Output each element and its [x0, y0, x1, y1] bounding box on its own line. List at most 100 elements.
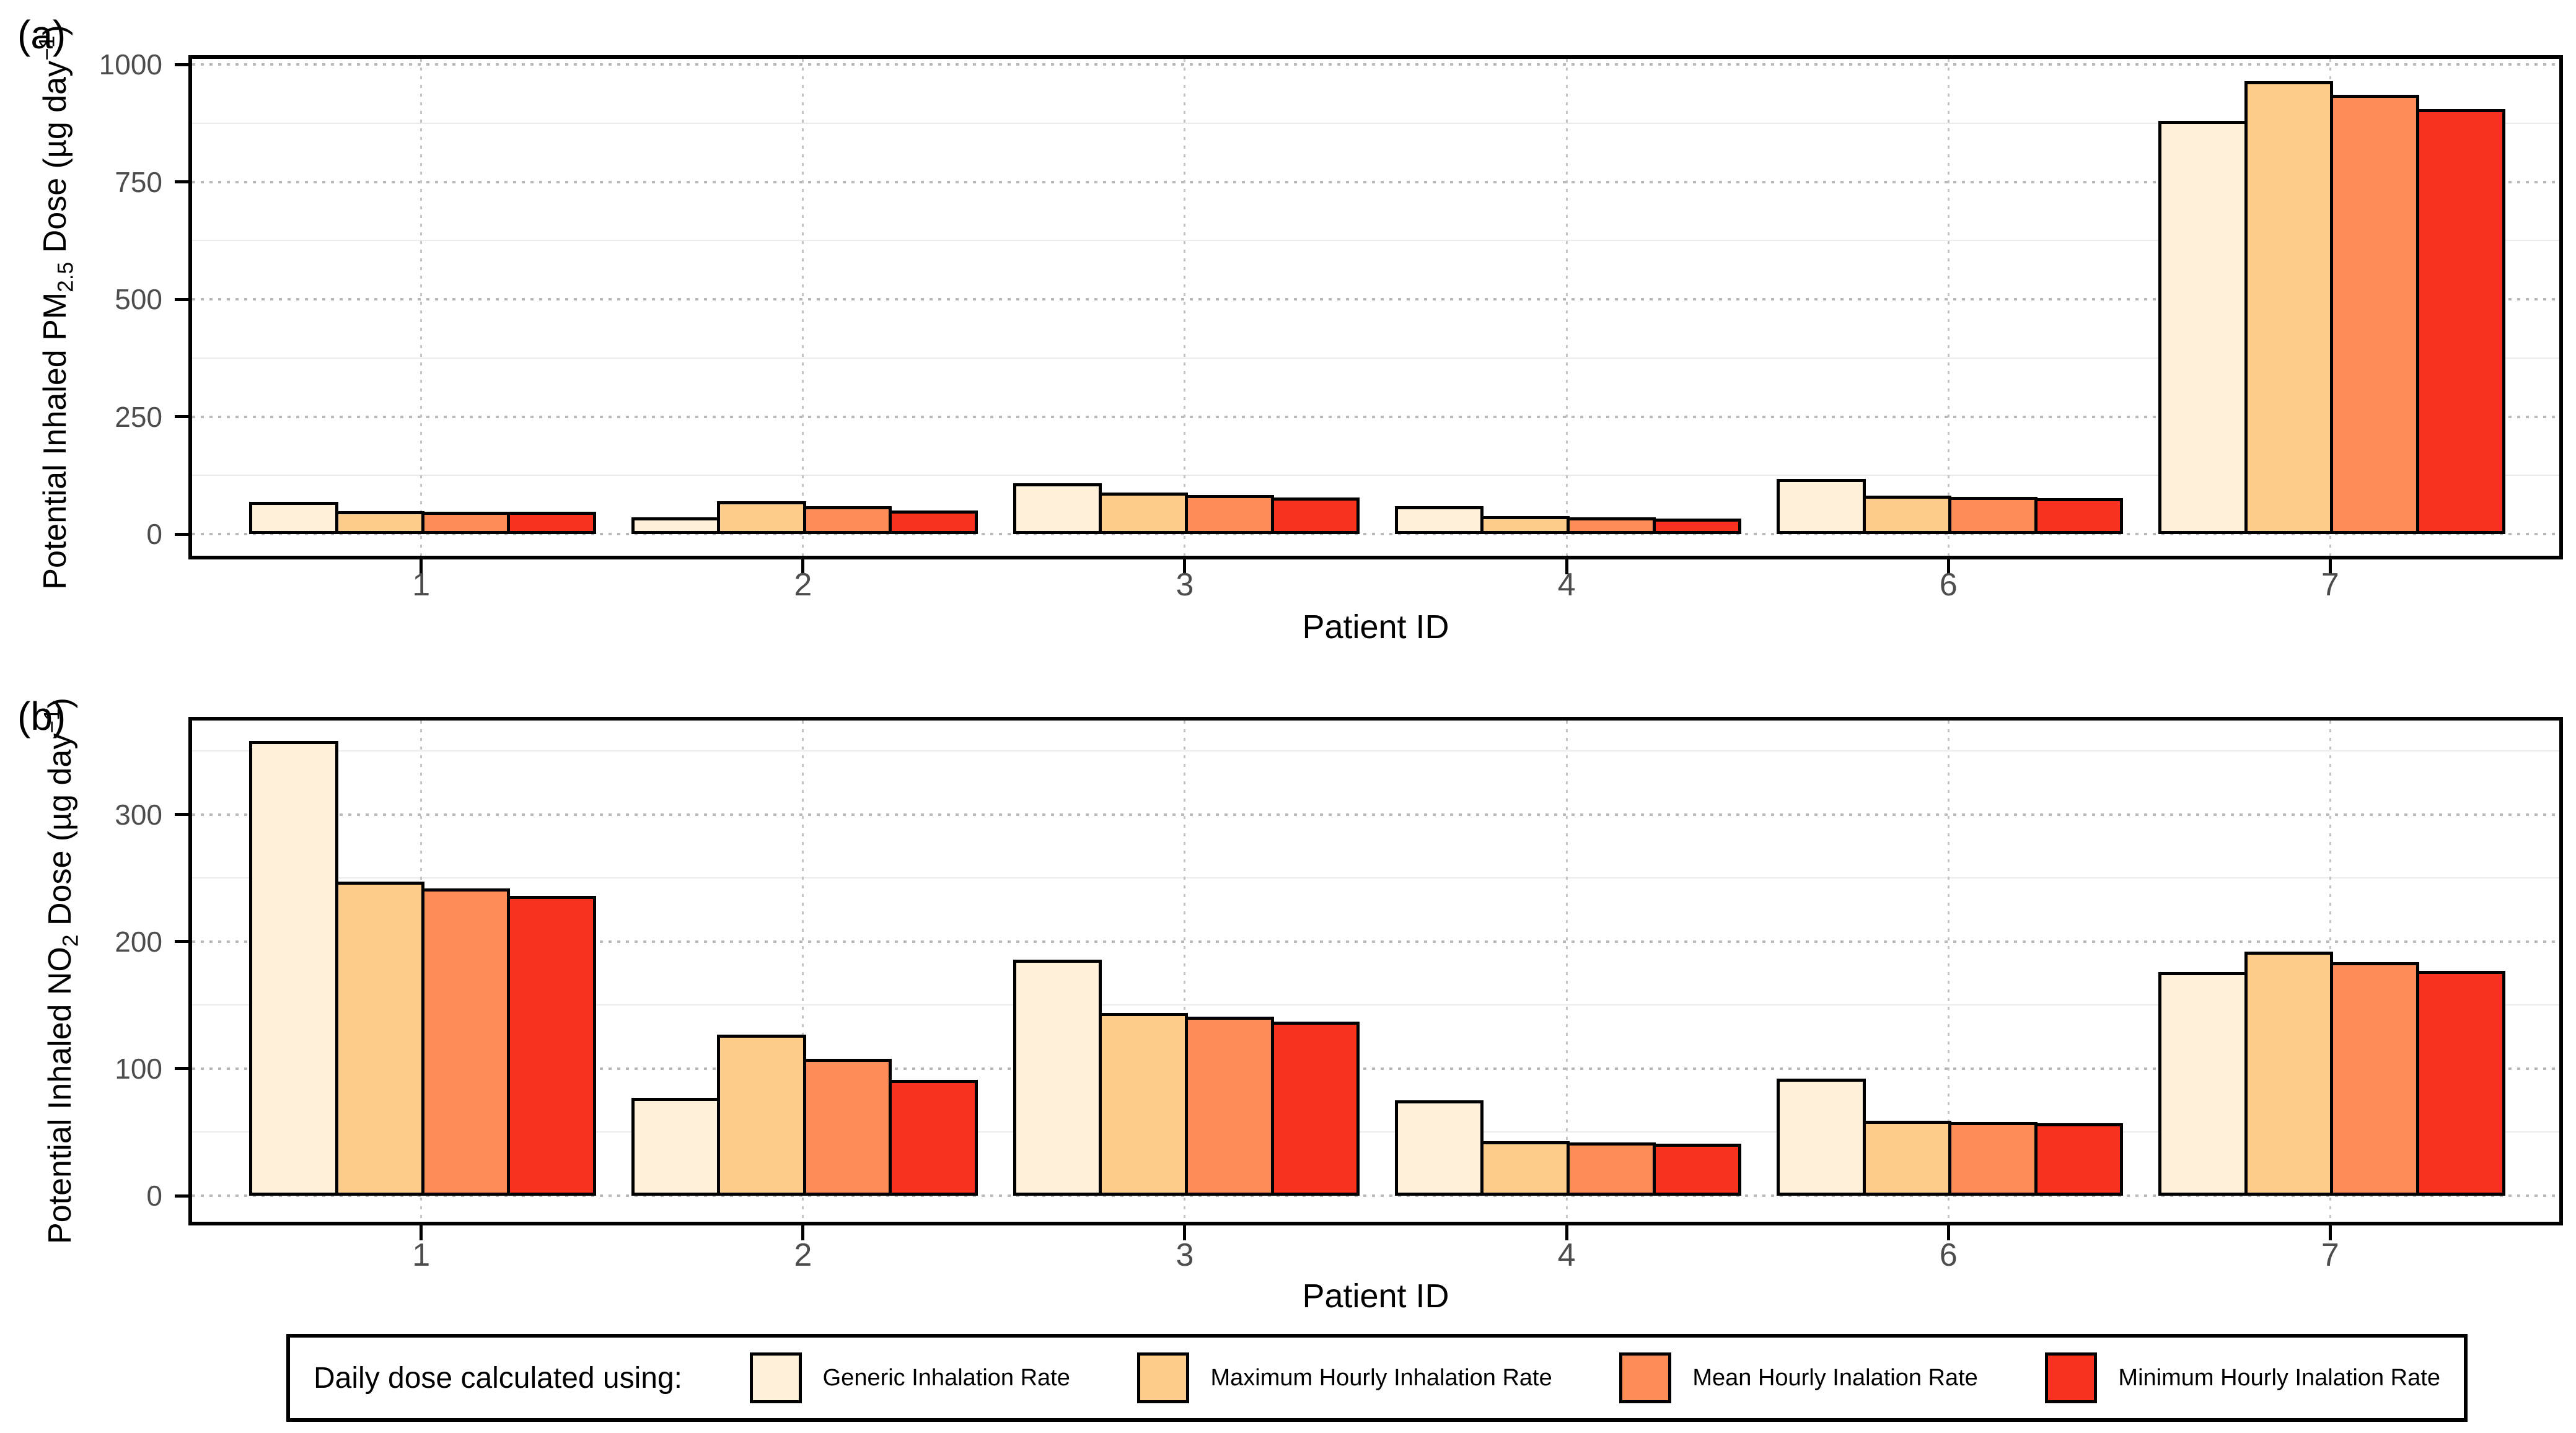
bar-b-patient3-mean-hourly [1184, 1016, 1274, 1196]
y-title-b-subscript: 2 [58, 934, 83, 947]
bar-b-patient3-min-hourly [1270, 1022, 1360, 1196]
gridline-major-b-300 [192, 813, 2559, 816]
gridline-vertical-a-patient2 [802, 59, 804, 556]
legend-label-max-hourly: Maximum Hourly Inhalation Rate [1210, 1364, 1552, 1391]
bar-a-patient4-min-hourly [1652, 518, 1742, 534]
legend: Daily dose calculated using: Generic Inh… [286, 1334, 2468, 1422]
bar-b-patient2-mean-hourly [802, 1058, 892, 1196]
y-tick-a-1000 [175, 63, 190, 66]
legend-label-mean-hourly: Mean Hourly Inalation Rate [1692, 1364, 1978, 1391]
x-tick-label-a-patient6: 6 [1939, 567, 1958, 603]
legend-swatch-generic [749, 1352, 802, 1403]
gridline-minor-a-125 [192, 475, 2559, 476]
bar-b-patient7-mean-hourly [2330, 962, 2419, 1196]
y-title-b-mid: Dose (µg day [42, 733, 79, 935]
x-tick-label-b-patient7: 7 [2321, 1237, 2339, 1273]
y-tick-a-0 [175, 532, 190, 536]
gridline-major-a-1000 [192, 63, 2559, 66]
bar-b-patient3-max-hourly [1099, 1012, 1188, 1196]
gridline-vertical-a-patient1 [420, 59, 423, 556]
y-tick-label-a-1000: 1000 [99, 48, 162, 81]
panel-a-y-axis-title: Potential Inhaled PM2.5 Dose (µg day−1) [35, 25, 79, 590]
bar-b-patient4-generic [1394, 1100, 1484, 1196]
bar-a-patient2-mean-hourly [802, 506, 892, 534]
bar-a-patient3-min-hourly [1270, 497, 1360, 534]
x-tick-label-b-patient3: 3 [1176, 1237, 1194, 1273]
gridline-major-a-500 [192, 298, 2559, 301]
bar-a-patient3-max-hourly [1099, 492, 1188, 534]
legend-item-min-hourly: Minimum Hourly Inalation Rate [2045, 1352, 2440, 1403]
x-tick-a-patient7 [2328, 559, 2332, 574]
y-tick-label-b-300: 300 [115, 798, 162, 831]
bar-a-patient6-max-hourly [1862, 495, 1952, 534]
legend-item-max-hourly: Maximum Hourly Inhalation Rate [1137, 1352, 1552, 1403]
bar-b-patient1-mean-hourly [421, 888, 511, 1196]
gridline-minor-b-150 [192, 1004, 2559, 1006]
x-tick-a-patient1 [420, 559, 423, 574]
x-tick-a-patient2 [801, 559, 805, 574]
x-tick-b-patient7 [2328, 1225, 2332, 1240]
y-tick-label-a-0: 0 [146, 518, 162, 550]
bar-a-patient2-max-hourly [717, 501, 806, 534]
bar-b-patient1-max-hourly [335, 882, 424, 1196]
gridline-vertical-b-patient3 [1184, 721, 1186, 1222]
y-tick-label-a-250: 250 [115, 400, 162, 433]
gridline-vertical-a-patient3 [1184, 59, 1186, 556]
panel-b-x-axis-title: Patient ID [1302, 1277, 1449, 1315]
bar-a-patient2-generic [631, 517, 721, 534]
y-tick-label-b-200: 200 [115, 925, 162, 958]
bar-a-patient7-mean-hourly [2330, 95, 2419, 534]
bar-b-patient4-min-hourly [1652, 1143, 1742, 1196]
gridline-vertical-a-patient4 [1565, 59, 1568, 556]
y-tick-label-a-750: 750 [115, 165, 162, 198]
y-tick-b-0 [175, 1194, 190, 1198]
gridline-major-a-250 [192, 415, 2559, 418]
x-tick-label-a-patient7: 7 [2321, 567, 2339, 603]
y-tick-label-a-500: 500 [115, 283, 162, 316]
x-tick-label-a-patient3: 3 [1176, 567, 1194, 603]
y-tick-b-100 [175, 1067, 190, 1071]
gridline-vertical-b-patient2 [802, 721, 804, 1222]
y-tick-label-b-100: 100 [115, 1052, 162, 1085]
y-title-a-mid: Dose (µg day [37, 60, 74, 262]
gridline-minor-a-625 [192, 240, 2559, 242]
panel-a-x-axis-title: Patient ID [1302, 608, 1449, 646]
bar-b-patient2-generic [631, 1098, 721, 1196]
bar-b-patient6-max-hourly [1862, 1121, 1952, 1196]
y-title-b-text: Potential Inhaled NO [42, 947, 79, 1244]
bar-a-patient1-max-hourly [335, 511, 424, 534]
x-tick-b-patient2 [801, 1225, 805, 1240]
gridline-vertical-a-patient6 [1947, 59, 1950, 556]
bar-a-patient3-generic [1013, 483, 1102, 534]
bar-a-patient2-min-hourly [889, 511, 978, 534]
x-tick-label-a-patient4: 4 [1557, 567, 1576, 603]
bar-b-patient7-generic [2158, 972, 2248, 1196]
gridline-vertical-b-patient4 [1565, 721, 1568, 1222]
legend-label-generic: Generic Inhalation Rate [822, 1364, 1070, 1391]
bar-a-patient3-mean-hourly [1184, 495, 1274, 534]
x-tick-label-b-patient2: 2 [794, 1237, 812, 1273]
gridline-major-a-0 [192, 533, 2559, 535]
gridline-major-b-200 [192, 940, 2559, 943]
legend-title: Daily dose calculated using: [314, 1361, 683, 1395]
gridline-major-a-750 [192, 180, 2559, 183]
y-title-a-text: Potential Inhaled PM [37, 292, 74, 590]
y-title-a-subscript: 2.5 [53, 261, 78, 292]
bar-a-patient1-min-hourly [507, 512, 596, 534]
gridline-minor-b-350 [192, 750, 2559, 752]
x-tick-a-patient4 [1565, 559, 1568, 574]
legend-label-min-hourly: Minimum Hourly Inalation Rate [2118, 1364, 2440, 1391]
bar-a-patient6-mean-hourly [1948, 497, 2038, 534]
x-tick-label-a-patient2: 2 [794, 567, 812, 603]
y-tick-a-250 [175, 415, 190, 419]
bar-a-patient4-mean-hourly [1567, 517, 1656, 534]
gridline-minor-a-375 [192, 357, 2559, 359]
x-tick-a-patient6 [1946, 559, 1950, 574]
bar-a-patient6-min-hourly [2034, 498, 2124, 534]
legend-item-mean-hourly: Mean Hourly Inalation Rate [1619, 1352, 1978, 1403]
y-tick-a-500 [175, 297, 190, 301]
x-tick-b-patient3 [1183, 1225, 1187, 1240]
y-tick-b-300 [175, 813, 190, 817]
x-tick-label-b-patient4: 4 [1557, 1237, 1576, 1273]
gridline-minor-a-875 [192, 122, 2559, 124]
